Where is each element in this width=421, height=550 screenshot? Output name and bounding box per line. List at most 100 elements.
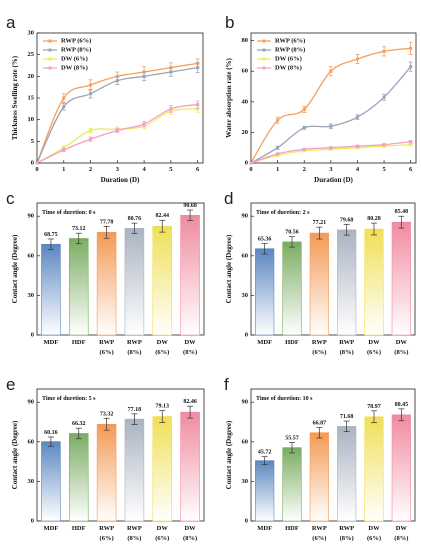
bar: [391, 221, 411, 336]
data-point: [142, 74, 146, 78]
series-rwp8: [249, 61, 413, 165]
time-annotation: Time of duretion: 5 s: [42, 396, 96, 402]
bar-chart-d: 0 30 60 90 Contact angle (Degree) Time of dur…: [225, 202, 416, 356]
x-tick-label-line: (8%): [340, 535, 354, 542]
x-tick-label: DW (8%): [183, 339, 197, 356]
x-tick-label: DW (8%): [394, 339, 408, 356]
x-tick-label: 0: [35, 166, 38, 173]
data-point: [169, 70, 173, 74]
x-tick-label: RWP (8%): [127, 525, 142, 542]
bar-chart-e: 0 30 60 90 Contact angle (Degree) Time of dur…: [11, 388, 205, 542]
x-tick-label-line: MDF: [257, 525, 272, 532]
time-annotation: Time of duretion: 0 s: [42, 210, 96, 216]
y-axis-title: Water absorption rate (%): [225, 57, 233, 137]
series-rwp6: [249, 41, 413, 165]
x-tick-label: MDF: [44, 525, 59, 532]
bar-value-label: 80.76: [128, 216, 142, 222]
bar-value-label: 77.78: [100, 219, 114, 225]
x-tick-label-line: (8%): [127, 535, 141, 542]
panel-letter-f: f: [224, 375, 229, 394]
x-tick-label-line: DW: [396, 525, 408, 532]
data-point: [409, 143, 413, 147]
x-tick-label-line: (6%): [155, 349, 169, 356]
bar: [41, 243, 61, 336]
x-tick-label-line: (8%): [183, 535, 197, 542]
plot-frame: [250, 388, 416, 522]
bar-value-label: 77.18: [128, 407, 142, 413]
series-line: [36, 103, 198, 164]
bar-value-label: 70.56: [285, 230, 299, 236]
panel-letter-c: c: [6, 189, 15, 208]
bar-value-label: 73.32: [100, 411, 114, 417]
data-point: [196, 66, 200, 70]
bar-value-label: 80.45: [395, 402, 409, 408]
legend-marker: [262, 66, 266, 70]
x-tick-label-line: DW: [368, 339, 380, 346]
legend-marker: [262, 39, 266, 43]
x-tick-label-line: MDF: [44, 525, 59, 532]
data-point: [169, 107, 173, 111]
legend-label: DW (8%): [61, 64, 88, 71]
bar-value-label: 79.68: [340, 218, 354, 224]
x-tick-label: MDF: [257, 339, 272, 346]
bar: [96, 423, 117, 522]
x-tick-label-line: (8%): [394, 349, 408, 356]
series-dw8: [35, 100, 200, 165]
y-tick-label: 0: [245, 159, 248, 166]
x-tick-label: 6: [196, 166, 200, 173]
y-tick-label: 30: [28, 478, 35, 485]
x-tick-label-line: DW: [157, 525, 169, 532]
y-tick-label: 15: [28, 94, 35, 101]
data-point: [115, 79, 119, 83]
y-tick-label: 0: [245, 517, 248, 524]
bar: [337, 426, 357, 522]
bar-value-label: 73.12: [72, 226, 86, 232]
bar: [124, 418, 145, 522]
bar: [364, 228, 384, 336]
y-tick-label: 90: [242, 399, 249, 406]
bar-value-label: 60.16: [44, 430, 58, 436]
x-tick-label: RWP (8%): [339, 525, 354, 542]
legend: RWP (6%) RWP (8%) DW (6%) DW (8%): [257, 37, 305, 71]
data-point: [382, 95, 386, 99]
bar-value-label: 71.68: [340, 414, 354, 420]
legend-label: RWP (8%): [275, 46, 305, 53]
x-tick-label-line: (8%): [340, 349, 354, 356]
bar-value-label: 65.36: [258, 236, 272, 242]
x-tick-label-line: DW: [368, 525, 380, 532]
bar-value-label: 82.44: [156, 213, 170, 219]
data-point: [276, 152, 280, 156]
legend-label: DW (6%): [275, 55, 302, 62]
x-tick-label-line: (8%): [127, 349, 141, 356]
data-point: [276, 146, 280, 150]
x-tick-label: 1: [276, 166, 279, 173]
line-chart-b: 0 20 40 60 80 Water absorption rate (%) 0 1 2 3 4 5…: [225, 32, 417, 184]
x-tick-label: RWP (8%): [339, 339, 354, 356]
data-point: [355, 146, 359, 150]
x-tick-label: MDF: [44, 339, 59, 346]
x-tick-label-line: (8%): [183, 349, 197, 356]
y-tick-label: 60: [28, 438, 35, 445]
bar-value-label: 79.13: [156, 404, 170, 410]
bar: [255, 248, 275, 336]
x-tick-label-line: MDF: [44, 339, 59, 346]
x-tick-label: RWP (6%): [312, 525, 327, 542]
x-tick-label: 4: [142, 166, 146, 173]
bar: [152, 225, 173, 336]
x-tick-label: 5: [382, 166, 386, 173]
x-tick-label-line: HDF: [72, 339, 86, 346]
y-tick-label: 60: [28, 252, 35, 259]
plot-frame: [36, 388, 205, 522]
panel-letter-a: a: [6, 13, 16, 32]
x-tick-label-line: DW: [184, 339, 196, 346]
bar-value-label: 80.28: [367, 216, 381, 222]
y-tick-label: 30: [242, 478, 249, 485]
y-tick-label: 30: [28, 29, 35, 36]
data-point: [329, 69, 333, 73]
bar-value-label: 77.21: [313, 220, 327, 226]
data-point: [382, 143, 386, 147]
x-tick-label-line: RWP: [312, 339, 327, 346]
data-point: [249, 161, 253, 165]
